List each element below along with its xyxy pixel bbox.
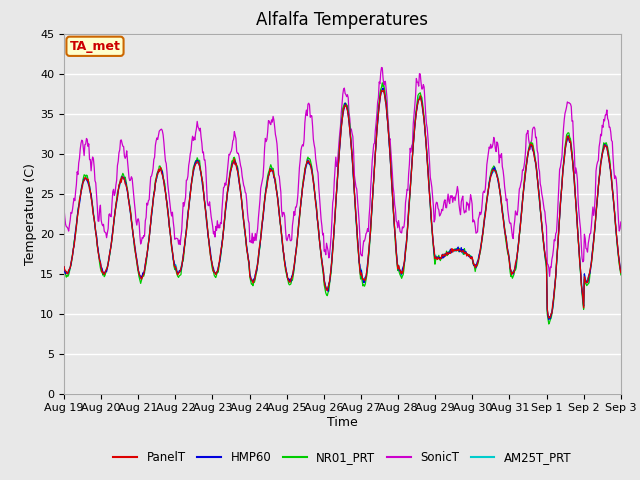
Text: TA_met: TA_met — [70, 40, 120, 53]
Title: Alfalfa Temperatures: Alfalfa Temperatures — [257, 11, 428, 29]
X-axis label: Time: Time — [327, 416, 358, 429]
Y-axis label: Temperature (C): Temperature (C) — [24, 163, 37, 264]
Legend: PanelT, HMP60, NR01_PRT, SonicT, AM25T_PRT: PanelT, HMP60, NR01_PRT, SonicT, AM25T_P… — [109, 446, 576, 469]
